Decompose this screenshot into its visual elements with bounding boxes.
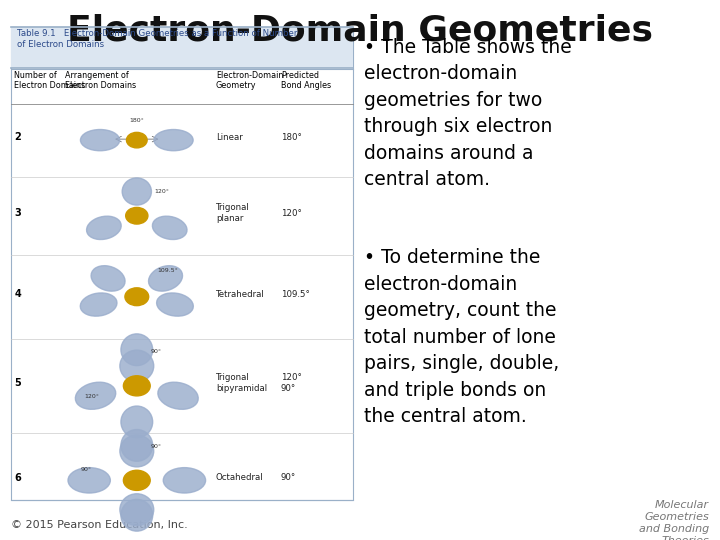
- Text: 90°: 90°: [81, 468, 91, 472]
- Ellipse shape: [163, 468, 206, 493]
- Text: • To determine the
electron-domain
geometry, count the
total number of lone
pair: • To determine the electron-domain geome…: [364, 248, 559, 427]
- Ellipse shape: [120, 494, 154, 525]
- Ellipse shape: [68, 468, 110, 493]
- Text: • The Table shows the
electron-domain
geometries for two
through six electron
do: • The Table shows the electron-domain ge…: [364, 38, 572, 190]
- Text: 120°: 120°: [281, 208, 302, 218]
- Text: 5: 5: [14, 378, 21, 388]
- Text: 90°: 90°: [151, 443, 162, 449]
- Text: Trigonal
bipyramidal: Trigonal bipyramidal: [216, 374, 267, 393]
- Text: © 2015 Pearson Education, Inc.: © 2015 Pearson Education, Inc.: [11, 520, 187, 530]
- Text: 109.5°: 109.5°: [281, 289, 310, 299]
- Text: Electron-Domain
Geometry: Electron-Domain Geometry: [216, 71, 284, 90]
- Text: 180°: 180°: [281, 133, 302, 142]
- Text: 90°: 90°: [281, 473, 296, 482]
- Text: Trigonal
planar: Trigonal planar: [216, 204, 250, 222]
- Ellipse shape: [148, 266, 182, 291]
- Text: 120°: 120°: [154, 189, 169, 194]
- Text: Linear: Linear: [216, 133, 243, 142]
- Text: Tetrahedral: Tetrahedral: [216, 289, 265, 299]
- Ellipse shape: [122, 178, 151, 205]
- Ellipse shape: [158, 382, 198, 409]
- Text: Electron-Domain Geometries: Electron-Domain Geometries: [67, 14, 653, 48]
- Circle shape: [126, 207, 148, 224]
- Text: 180°: 180°: [130, 118, 144, 123]
- Ellipse shape: [121, 406, 153, 438]
- FancyBboxPatch shape: [11, 27, 353, 500]
- Ellipse shape: [86, 216, 121, 240]
- Text: Molecular
Geometries
and Bonding
Theories: Molecular Geometries and Bonding Theorie…: [639, 500, 709, 540]
- Circle shape: [125, 288, 148, 306]
- Text: Number of
Electron Domains: Number of Electron Domains: [14, 71, 86, 90]
- Text: 2: 2: [14, 132, 21, 143]
- Circle shape: [127, 132, 147, 148]
- Ellipse shape: [154, 130, 193, 151]
- Circle shape: [123, 470, 150, 490]
- Text: 120°
90°: 120° 90°: [281, 374, 302, 393]
- Ellipse shape: [157, 293, 194, 316]
- Text: Predicted
Bond Angles: Predicted Bond Angles: [281, 71, 331, 90]
- Ellipse shape: [121, 500, 153, 531]
- Text: 90°: 90°: [151, 349, 162, 354]
- Text: 6: 6: [14, 472, 21, 483]
- Circle shape: [123, 376, 150, 396]
- Ellipse shape: [121, 429, 153, 461]
- Text: Arrangement of
Electron Domains: Arrangement of Electron Domains: [65, 71, 136, 90]
- Text: 109.5°: 109.5°: [157, 268, 178, 273]
- Text: Table 9.1   Electron-Domain Geometries as a Function of Number
of Electron Domai: Table 9.1 Electron-Domain Geometries as …: [17, 29, 297, 49]
- Ellipse shape: [81, 130, 120, 151]
- Ellipse shape: [121, 334, 153, 366]
- Ellipse shape: [120, 350, 154, 382]
- Text: 120°: 120°: [84, 394, 99, 399]
- Ellipse shape: [153, 216, 187, 240]
- Ellipse shape: [120, 435, 154, 467]
- Text: Octahedral: Octahedral: [216, 473, 264, 482]
- Ellipse shape: [91, 266, 125, 291]
- Ellipse shape: [76, 382, 116, 409]
- Text: 3: 3: [14, 208, 21, 218]
- Ellipse shape: [80, 293, 117, 316]
- FancyBboxPatch shape: [11, 27, 353, 68]
- Text: 4: 4: [14, 289, 21, 299]
